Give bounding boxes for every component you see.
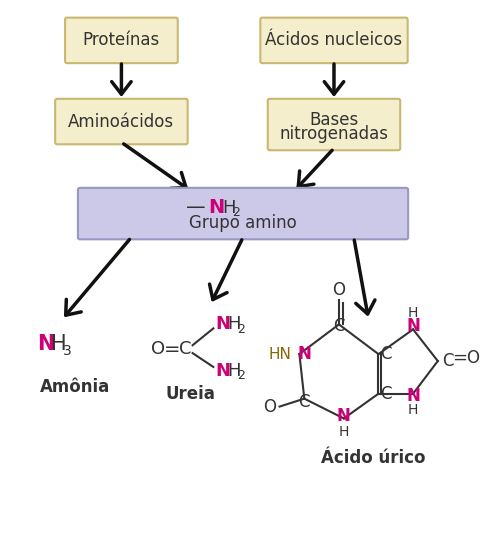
FancyBboxPatch shape <box>65 18 178 63</box>
Text: H: H <box>51 334 67 354</box>
Text: C: C <box>333 317 345 335</box>
Text: N: N <box>216 315 230 334</box>
Text: C: C <box>381 385 392 403</box>
Text: —: — <box>186 198 205 217</box>
Text: Proteínas: Proteínas <box>83 31 160 49</box>
Text: Aminoácidos: Aminoácidos <box>68 112 174 131</box>
Text: N: N <box>406 387 420 405</box>
Text: C: C <box>381 345 392 363</box>
Text: 3: 3 <box>63 344 72 358</box>
Text: O: O <box>332 281 346 299</box>
Text: N: N <box>216 362 230 380</box>
Text: H: H <box>408 402 418 416</box>
Text: C: C <box>299 393 310 410</box>
Text: Ácidos nucleicos: Ácidos nucleicos <box>266 31 403 49</box>
Text: O: O <box>466 349 479 367</box>
Text: H: H <box>222 199 236 217</box>
Text: N: N <box>37 334 55 354</box>
FancyBboxPatch shape <box>55 99 188 144</box>
Text: =: = <box>452 349 467 367</box>
FancyBboxPatch shape <box>260 18 408 63</box>
Text: O: O <box>151 340 165 358</box>
Text: N: N <box>208 198 225 217</box>
Text: HN: HN <box>269 346 292 362</box>
Text: 2: 2 <box>232 206 240 219</box>
Text: N: N <box>337 407 351 426</box>
Text: nitrogenadas: nitrogenadas <box>279 125 388 144</box>
Text: Ureia: Ureia <box>165 385 216 403</box>
Text: Bases: Bases <box>309 111 358 129</box>
Text: Grupo amino: Grupo amino <box>189 215 297 232</box>
Text: H: H <box>339 426 349 440</box>
Text: C: C <box>179 340 192 358</box>
Text: H: H <box>408 306 418 320</box>
Text: N: N <box>298 345 311 363</box>
FancyBboxPatch shape <box>78 188 408 239</box>
Text: H: H <box>227 315 241 334</box>
FancyBboxPatch shape <box>268 99 400 150</box>
Text: =: = <box>164 339 180 359</box>
Text: Amônia: Amônia <box>40 378 110 396</box>
Text: C: C <box>442 352 453 370</box>
Text: H: H <box>227 362 241 380</box>
Text: 2: 2 <box>237 323 245 336</box>
Text: Ácido úrico: Ácido úrico <box>321 449 426 467</box>
Text: 2: 2 <box>237 370 245 383</box>
Text: O: O <box>263 398 276 415</box>
Text: N: N <box>406 317 420 335</box>
